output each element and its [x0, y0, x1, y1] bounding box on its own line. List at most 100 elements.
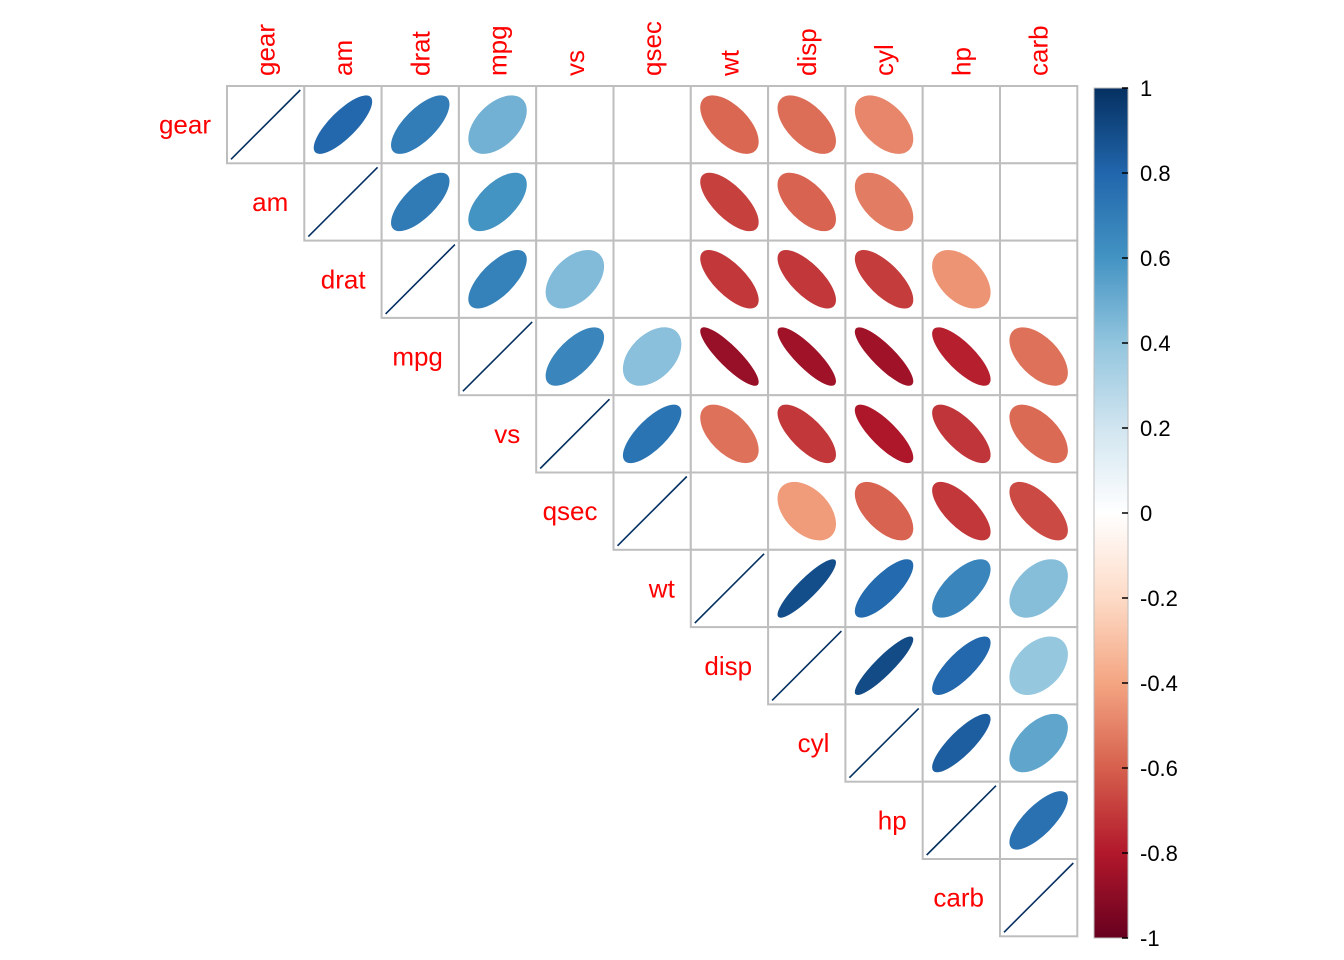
ellipse-am-disp [777, 172, 836, 232]
ellipse-cyl-carb [1009, 713, 1068, 773]
column-label-qsec: qsec [637, 21, 667, 76]
ellipse-vs-cyl [854, 404, 914, 464]
ellipse-am-wt [700, 172, 759, 232]
row-label-vs: vs [494, 419, 520, 449]
cell-qsec-cyl [844, 471, 924, 551]
diagonal-line-qsec [616, 475, 688, 547]
cell-cyl-hp [921, 703, 1002, 783]
row-label-wt: wt [648, 573, 676, 603]
cell-am-hp [921, 162, 1002, 242]
cell-drat-hp [921, 239, 1002, 319]
cell-am-carb [999, 162, 1079, 242]
ellipse-gear-disp [777, 95, 836, 154]
ellipse-qsec-hp [932, 481, 991, 541]
ellipse-disp-carb [1009, 636, 1068, 695]
cell-mpg-vs [535, 316, 615, 397]
cell-wt-wt [689, 548, 770, 629]
cell-vs-cyl [844, 394, 924, 474]
row-label-qsec: qsec [543, 496, 598, 526]
cell-wt-cyl [844, 548, 924, 629]
ellipse-vs-wt [700, 404, 759, 464]
ellipse-vs-carb [1009, 404, 1068, 464]
ellipse-drat-disp [777, 250, 836, 309]
diagonal-line-am [307, 166, 379, 238]
cell-gear-cyl [844, 85, 924, 165]
cell-gear-mpg [457, 85, 538, 165]
cell-drat-qsec [612, 239, 692, 319]
cell-gear-hp [921, 85, 1002, 165]
cell-qsec-disp [767, 471, 847, 551]
ellipse-vs-qsec [622, 404, 682, 464]
colorbar-tick-label: -0.6 [1140, 756, 1178, 781]
ellipse-vs-hp [932, 404, 991, 464]
ellipse-am-mpg [468, 172, 527, 232]
cell-drat-mpg [457, 239, 538, 319]
cell-border [844, 85, 924, 165]
ellipse-qsec-disp [777, 481, 836, 541]
cell-qsec-carb [999, 471, 1079, 551]
cell-carb-carb [999, 858, 1079, 938]
diagonal-line-wt [694, 553, 765, 624]
column-label-vs: vs [560, 50, 590, 76]
diagonal-line-gear [230, 89, 301, 160]
ellipse-mpg-hp [932, 327, 991, 386]
cell-vs-vs [535, 394, 615, 474]
colorbar-tick-label: -1 [1140, 926, 1160, 951]
cell-am-disp [767, 162, 847, 242]
cell-border [612, 239, 692, 319]
ellipse-drat-cyl [854, 250, 914, 309]
row-label-am: am [252, 187, 288, 217]
cell-vs-qsec [612, 394, 692, 474]
row-labels: gear am drat mpg vs qsec wt disp cyl hp carb [159, 110, 984, 913]
cell-border [535, 162, 615, 242]
colorbar-tick-label: 0.4 [1140, 331, 1171, 356]
cell-disp-cyl [844, 626, 924, 706]
cell-gear-disp [767, 85, 847, 165]
ellipse-vs-disp [777, 404, 836, 464]
diagonal-line-carb [1003, 862, 1074, 933]
diagonal-line-vs [539, 398, 611, 470]
ellipse-drat-wt [700, 250, 759, 309]
cell-border [612, 162, 692, 242]
column-label-gear: gear [251, 24, 281, 76]
diagonal-line-disp [771, 630, 842, 701]
colorbar-tick-label: 0 [1140, 501, 1152, 526]
cell-wt-carb [999, 548, 1079, 629]
cell-border [921, 162, 1002, 242]
cell-gear-gear [226, 85, 306, 165]
cell-vs-carb [999, 394, 1079, 474]
colorbar-tick-label: -0.8 [1140, 841, 1178, 866]
cell-am-drat [380, 162, 460, 242]
matrix-cells [226, 85, 1079, 938]
ellipse-disp-hp [932, 636, 991, 695]
cell-gear-drat [380, 85, 460, 165]
ellipse-am-cyl [854, 172, 914, 232]
row-label-mpg: mpg [392, 342, 443, 372]
cell-border [921, 85, 1002, 165]
cell-vs-disp [767, 394, 847, 474]
cell-gear-wt [689, 85, 770, 165]
cell-mpg-cyl [844, 316, 924, 397]
cell-cyl-carb [999, 703, 1079, 783]
column-label-cyl: cyl [869, 44, 899, 76]
cell-drat-drat [380, 239, 460, 319]
cell-border [689, 471, 770, 551]
colorbar-tick-label: 0.6 [1140, 246, 1171, 271]
column-label-carb: carb [1024, 25, 1054, 76]
ellipse-gear-mpg [468, 95, 527, 154]
cell-vs-wt [689, 394, 770, 474]
cell-gear-vs [535, 85, 615, 165]
cell-drat-cyl [844, 239, 924, 319]
cell-disp-disp [767, 626, 847, 706]
diagonal-line-mpg [462, 321, 533, 392]
row-label-drat: drat [321, 264, 367, 294]
ellipse-mpg-qsec [622, 327, 682, 386]
ellipse-wt-hp [932, 559, 991, 618]
ellipse-mpg-wt [700, 327, 759, 386]
cell-drat-disp [767, 239, 847, 319]
cell-wt-hp [921, 548, 1002, 629]
column-label-disp: disp [792, 28, 822, 76]
cell-mpg-qsec [612, 316, 692, 397]
ellipse-wt-cyl [854, 559, 914, 618]
ellipse-mpg-carb [1009, 327, 1068, 386]
